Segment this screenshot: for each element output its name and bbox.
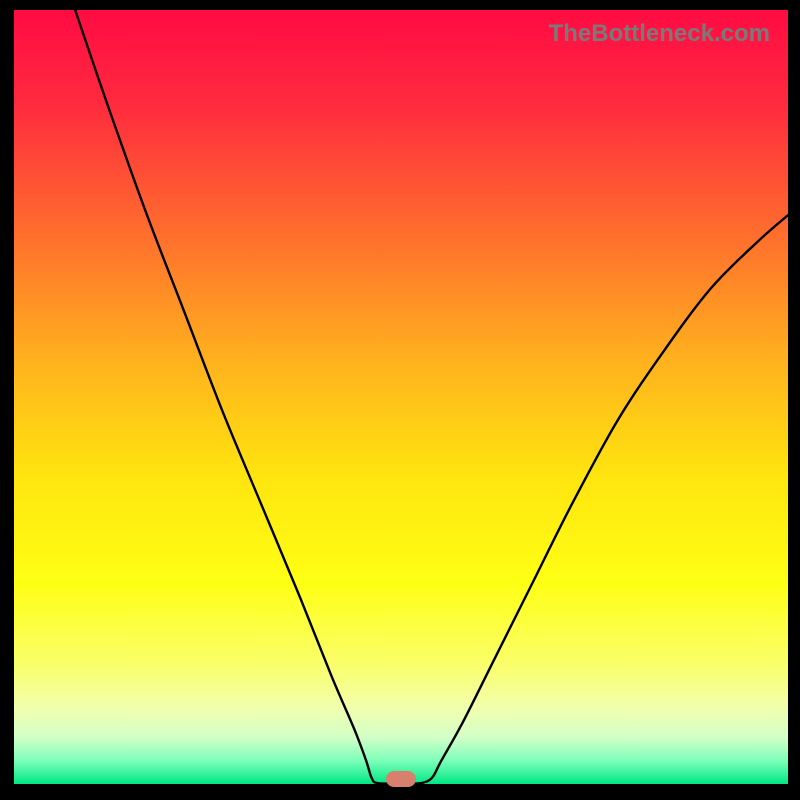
min-marker (386, 771, 416, 787)
bottleneck-curve (14, 10, 788, 784)
plot-area: TheBottleneck.com (14, 10, 788, 784)
chart-frame: TheBottleneck.com (0, 0, 800, 800)
